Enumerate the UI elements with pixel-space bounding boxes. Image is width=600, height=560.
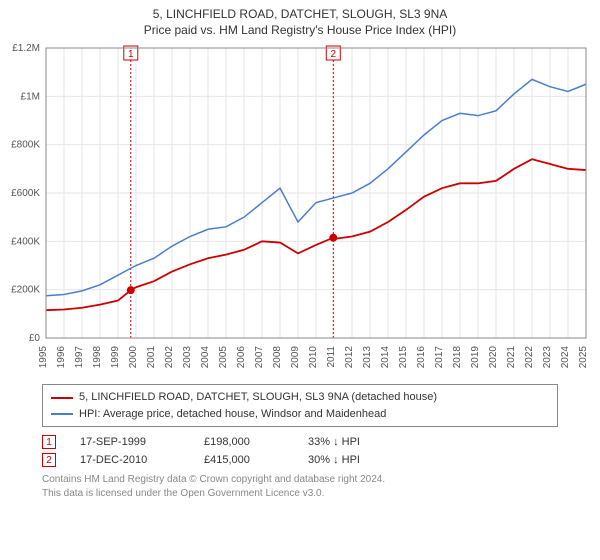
legend-label: HPI: Average price, detached house, Wind…: [79, 406, 386, 423]
svg-text:1996: 1996: [56, 346, 67, 369]
event-date: 17-DEC-2010: [80, 454, 180, 466]
legend-item-0: 5, LINCHFIELD ROAD, DATCHET, SLOUGH, SL3…: [51, 389, 549, 406]
svg-text:2009: 2009: [290, 346, 301, 369]
svg-text:1995: 1995: [38, 346, 49, 369]
svg-text:2024: 2024: [560, 346, 571, 369]
svg-text:2002: 2002: [164, 346, 175, 369]
svg-text:2020: 2020: [488, 346, 499, 369]
legend-swatch: [51, 413, 73, 415]
svg-text:2017: 2017: [434, 346, 445, 369]
chart-titles: 5, LINCHFIELD ROAD, DATCHET, SLOUGH, SL3…: [0, 0, 600, 38]
event-date: 17-SEP-1999: [80, 436, 180, 448]
svg-text:2004: 2004: [200, 346, 211, 369]
svg-text:2001: 2001: [146, 346, 157, 369]
event-price: £198,000: [204, 436, 284, 448]
svg-text:2008: 2008: [272, 346, 283, 369]
svg-text:2012: 2012: [344, 346, 355, 369]
svg-text:2025: 2025: [578, 346, 589, 369]
svg-text:£1.2M: £1.2M: [12, 43, 40, 54]
svg-text:2007: 2007: [254, 346, 265, 369]
event-delta: 30% ↓ HPI: [308, 454, 360, 466]
title-line-1: 5, LINCHFIELD ROAD, DATCHET, SLOUGH, SL3…: [0, 6, 600, 22]
event-row-2: 2 17-DEC-2010 £415,000 30% ↓ HPI: [42, 453, 558, 467]
line-chart: £0 £200K £400K £600K £800K £1M £1.2M 1995 1996 19…: [0, 38, 600, 378]
svg-text:1998: 1998: [92, 346, 103, 369]
price-point-2: [329, 234, 337, 242]
svg-text:2006: 2006: [236, 346, 247, 369]
legend-item-1: HPI: Average price, detached house, Wind…: [51, 406, 549, 423]
svg-text:2022: 2022: [524, 346, 535, 369]
legend: 5, LINCHFIELD ROAD, DATCHET, SLOUGH, SL3…: [42, 384, 558, 427]
price-point-1: [127, 287, 135, 295]
event-marker: 2: [42, 453, 56, 467]
svg-text:2019: 2019: [470, 346, 481, 369]
svg-text:£0: £0: [29, 333, 41, 344]
svg-text:2010: 2010: [308, 346, 319, 369]
svg-text:£600K: £600K: [11, 188, 40, 199]
legend-label: 5, LINCHFIELD ROAD, DATCHET, SLOUGH, SL3…: [79, 389, 437, 406]
svg-text:2021: 2021: [506, 346, 517, 369]
svg-text:2018: 2018: [452, 346, 463, 369]
event-list: 1 17-SEP-1999 £198,000 33% ↓ HPI 2 17-DEC-201…: [42, 435, 558, 467]
svg-text:2003: 2003: [182, 346, 193, 369]
event-delta: 33% ↓ HPI: [308, 436, 360, 448]
svg-text:2011: 2011: [326, 346, 337, 368]
legend-swatch: [51, 397, 73, 399]
event-marker: 1: [42, 435, 56, 449]
chart-area: £0 £200K £400K £600K £800K £1M £1.2M 1995 1996 19…: [0, 38, 600, 378]
event-row-1: 1 17-SEP-1999 £198,000 33% ↓ HPI: [42, 435, 558, 449]
svg-text:1999: 1999: [110, 346, 121, 369]
svg-text:2: 2: [330, 49, 336, 60]
svg-text:2014: 2014: [380, 346, 391, 369]
title-line-2: Price paid vs. HM Land Registry's House …: [0, 22, 600, 38]
svg-text:2015: 2015: [398, 346, 409, 369]
svg-text:2005: 2005: [218, 346, 229, 369]
svg-text:1: 1: [128, 49, 134, 60]
svg-text:£200K: £200K: [11, 285, 40, 296]
svg-text:2000: 2000: [128, 346, 139, 369]
svg-text:2013: 2013: [362, 346, 373, 369]
svg-text:£400K: £400K: [11, 237, 40, 248]
svg-text:2016: 2016: [416, 346, 427, 369]
event-price: £415,000: [204, 454, 284, 466]
svg-text:£800K: £800K: [11, 140, 40, 151]
footer-line-1: Contains HM Land Registry data © Crown c…: [42, 473, 558, 487]
svg-text:1997: 1997: [74, 346, 85, 369]
svg-text:2023: 2023: [542, 346, 553, 369]
footer-attribution: Contains HM Land Registry data © Crown c…: [42, 473, 558, 500]
footer-line-2: This data is licensed under the Open Gov…: [42, 487, 558, 501]
svg-text:£1M: £1M: [21, 92, 40, 103]
